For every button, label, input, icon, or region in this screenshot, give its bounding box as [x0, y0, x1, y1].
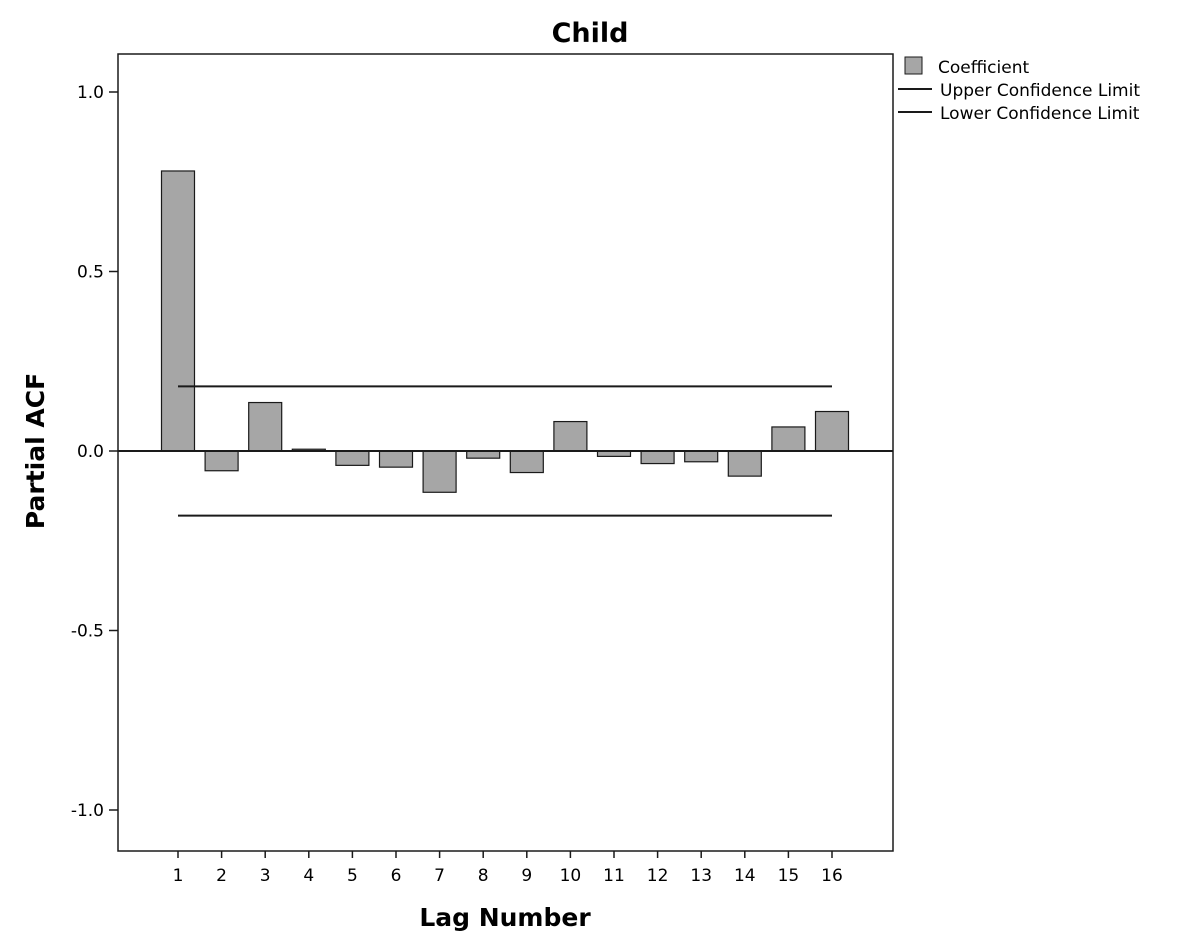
y-tick-label: 1.0: [77, 83, 104, 103]
y-axis: 1.0 0.5 0.0 -0.5 -1.0: [71, 83, 118, 821]
coefficient-bar-lag-9: [509, 450, 544, 474]
coefficient-bar-lag-13: [684, 450, 719, 463]
x-tick-label: 9: [521, 866, 532, 886]
x-tick-label: 5: [347, 866, 358, 886]
coefficient-bar-lag-6: [378, 450, 414, 468]
coefficient-bar-lag-5: [335, 450, 370, 466]
x-tick-label: 11: [603, 866, 625, 886]
chart-title: Child: [552, 18, 629, 49]
coefficient-bar-lag-15: [771, 426, 806, 452]
x-axis: 1 2 3 4 5 6 7 8 9 10 11 12 13 14 15 16: [173, 851, 843, 886]
coefficient-bar-lag-8: [466, 450, 501, 459]
y-tick-label: -1.0: [71, 801, 104, 821]
coefficient-bar-lag-12: [640, 450, 675, 465]
x-axis-label: Lag Number: [419, 903, 591, 932]
coefficient-bar-lag-7: [422, 450, 457, 493]
coefficient-bar-lag-3: [248, 401, 283, 452]
coefficient-bar-lag-2: [204, 450, 239, 472]
coefficient-bars: [160, 170, 850, 493]
legend: Coefficient Upper Confidence Limit Lower…: [898, 56, 1140, 124]
legend-swatch-coefficient: [904, 56, 923, 75]
legend-label-coefficient: Coefficient: [938, 58, 1029, 78]
y-tick-label: -0.5: [71, 622, 104, 642]
x-tick-label: 3: [260, 866, 271, 886]
plot-frame: [117, 53, 894, 852]
x-tick-label: 4: [303, 866, 314, 886]
legend-label-lower-limit: Lower Confidence Limit: [940, 104, 1140, 124]
coefficient-bar-lag-14: [727, 450, 762, 477]
confidence-limits: [118, 385, 893, 517]
x-tick-label: 15: [778, 866, 800, 886]
legend-label-upper-limit: Upper Confidence Limit: [940, 81, 1140, 101]
x-tick-label: 2: [216, 866, 227, 886]
x-tick-label: 1: [173, 866, 184, 886]
y-tick-label: 0.0: [77, 442, 104, 462]
y-axis-label: Partial ACF: [21, 373, 50, 529]
x-tick-label: 16: [821, 866, 843, 886]
x-tick-label: 6: [391, 866, 402, 886]
y-tick-label: 0.5: [77, 263, 104, 283]
x-tick-label: 7: [434, 866, 445, 886]
x-tick-label: 13: [690, 866, 712, 886]
coefficient-bar-lag-16: [814, 410, 850, 452]
coefficient-bar-lag-10: [553, 420, 588, 452]
x-tick-label: 10: [560, 866, 582, 886]
x-tick-label: 8: [478, 866, 489, 886]
coefficient-bar-lag-1: [160, 170, 196, 452]
x-tick-label: 12: [647, 866, 669, 886]
x-tick-label: 14: [734, 866, 756, 886]
